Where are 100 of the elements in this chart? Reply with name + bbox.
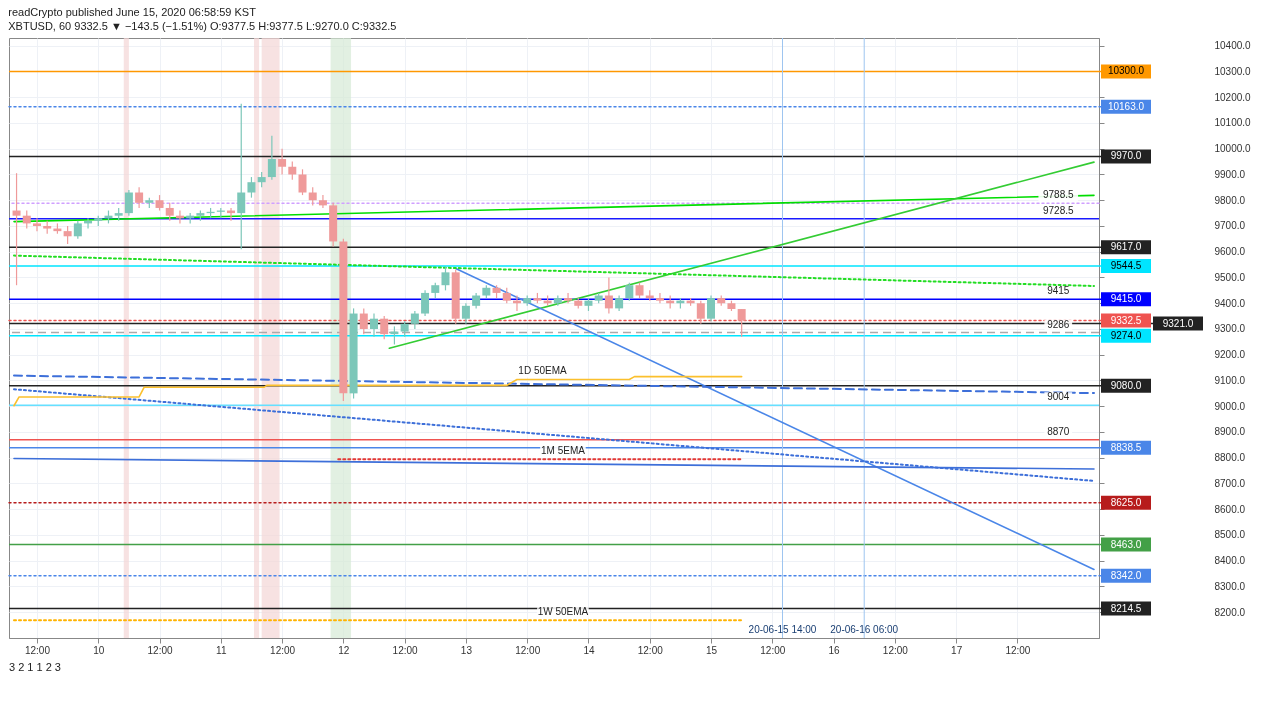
candlestick [441,266,450,291]
y-tick-label: 8200.0 [1214,606,1246,618]
x-tick-label: 12:00 [515,644,541,656]
ref-line-label: 9617.0 [1110,241,1142,253]
candlestick [359,307,368,335]
x-tick-label: 12:00 [1005,644,1031,656]
ref-line-label: 10300.0 [1107,65,1145,77]
x-tick-label: 12:00 [637,644,664,656]
candlestick [308,186,317,206]
candlestick [278,148,287,176]
candlestick [737,308,746,338]
candlestick [696,300,705,325]
y-tick-label: 9500.0 [1214,271,1246,283]
x-tick-label: 16 [828,644,841,656]
candlestick [461,302,470,325]
candlestick [73,220,82,240]
candlestick [318,194,327,209]
y-tick-label: 8700.0 [1214,477,1246,489]
y-tick-label: 8600.0 [1214,503,1246,515]
y-tick-label: 8500.0 [1214,529,1246,541]
candlestick [370,312,378,338]
y-tick-label: 9400.0 [1214,297,1246,309]
annotation: 9788.5 [1042,189,1074,201]
x-tick-label: 15 [705,644,718,656]
x-tick-label: 12:00 [882,644,909,656]
y-tick-label: 8800.0 [1214,452,1246,464]
ref-line-label: 10163.0 [1107,100,1145,112]
ref-line-label: 9415.0 [1110,293,1142,305]
x-tick-label: 12:00 [147,644,173,656]
x-tick-label: 17 [951,644,963,656]
annotation: 9728.5 [1042,204,1074,216]
candlestick [247,176,256,199]
x-tick-label: 11 [216,644,227,656]
y-tick-label: 8300.0 [1214,581,1246,592]
y-tick-label: 10100.0 [1214,117,1252,129]
candlestick [707,294,716,322]
ref-line-label: 8214.5 [1110,602,1142,614]
x-tick-label: 10 [93,644,105,656]
annotation: 9415 [1047,285,1070,297]
y-tick-label: 9600.0 [1214,246,1246,258]
chart-subtitle: XBTUSD, 60 9332.5 ▼ −143.5 (−1.51%) O:9377.5 H:9377.5 L:9270.0 C:9332.5 [8,19,397,32]
candlestick [22,209,31,230]
x-tick-label: 12:00 [392,644,419,656]
candlestick [625,282,634,302]
x-tick-label: 14 [583,644,595,656]
ref-line-label: 9970.0 [1110,150,1142,162]
y-tick-label: 10400.0 [1214,40,1252,52]
chart-title: readCrypto published June 15, 2020 06:58:59 KST [8,5,257,18]
y-tick-label: 9100.0 [1214,374,1246,386]
candlestick [165,202,174,222]
y-tick-label: 9200.0 [1214,349,1246,361]
ref-line-label: 20-06-15 14:00 [748,624,817,635]
ref-line-label: 9332.5 [1110,314,1142,326]
candlestick [564,292,573,304]
candlestick [237,103,246,250]
y-tick-label: 10300.0 [1214,65,1252,77]
candlestick [267,135,276,181]
ref-line-label: 9544.5 [1110,260,1142,272]
y-tick-label: 10200.0 [1214,91,1252,103]
candlestick [604,276,613,315]
y-tick-label: 9700.0 [1214,220,1246,232]
candlestick [421,289,430,317]
ref-line-label: 8463.0 [1110,538,1142,550]
annotation: 9004 [1047,391,1070,403]
line-series [13,375,743,407]
x-tick-label: 12:00 [24,644,51,656]
candlestick [410,310,419,330]
ref-line-label: 9080.0 [1110,379,1142,391]
candlestick [380,315,389,340]
annotation: 1W 50EMA [537,606,589,618]
ref-line-label: 20-06-16 06:00 [830,624,899,635]
candlestick [288,161,297,181]
annotation: 1M 5EMA [540,445,586,457]
y-tick-label: 9800.0 [1214,194,1246,206]
y-tick-label: 10000.0 [1214,143,1252,155]
x-tick-label: 12:00 [270,644,296,656]
ref-line-label: 8342.0 [1110,569,1142,581]
ref-line-label: 8838.5 [1110,441,1142,453]
candlestick [12,172,21,286]
annotation: 9286 [1047,318,1070,330]
candlestick [63,225,72,245]
ref-line-label: 9274.0 [1110,329,1142,341]
x-tick-label: 12 [338,644,350,656]
candlestick [135,186,144,209]
text: 3 2 1 1 2 3 [9,661,61,673]
ref-line-label: 8625.0 [1110,496,1142,508]
x-tick-label: 12:00 [760,644,786,656]
y-tick-label: 9900.0 [1214,168,1246,180]
y-tick-label: 9000.0 [1214,400,1246,412]
y-tick-label: 8900.0 [1214,426,1246,438]
annotation: 1D 50EMA [518,365,568,377]
candlestick [32,217,41,232]
candlestick [655,292,664,304]
y-tick-label: 9300.0 [1214,323,1246,335]
ref-line-label: 9321.0 [1162,317,1194,329]
annotation: 8870 [1047,425,1070,437]
y-tick-label: 8400.0 [1214,555,1246,567]
x-tick-label: 13 [460,644,473,656]
candlestick [124,189,133,217]
candlestick [298,168,307,196]
